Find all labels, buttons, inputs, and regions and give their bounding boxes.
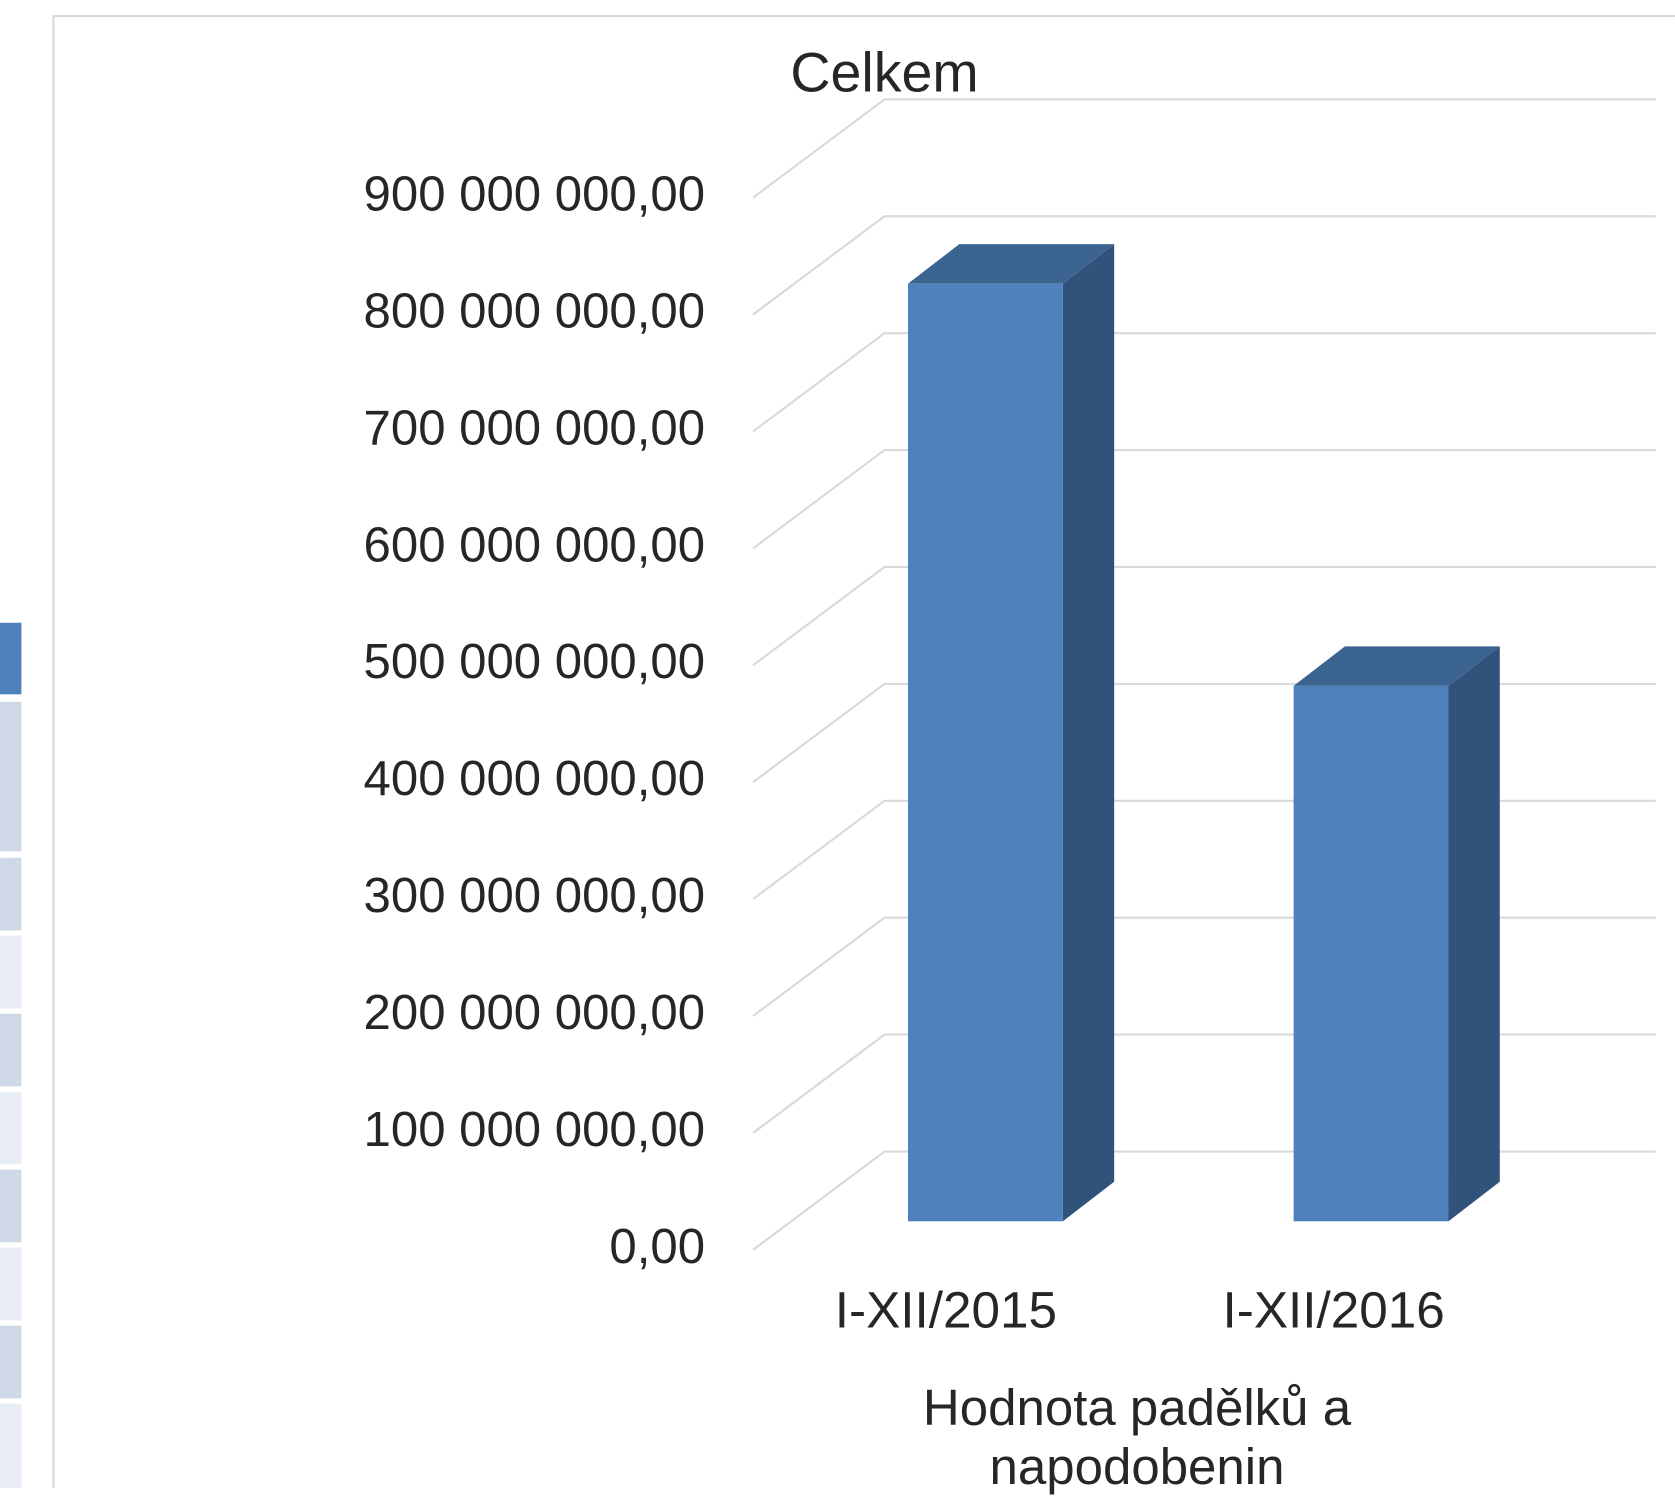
chart-border xyxy=(52,14,1675,1488)
grid-line xyxy=(752,1150,1656,1251)
side-panel xyxy=(0,622,22,1488)
bar-top xyxy=(1293,646,1500,686)
panel-row xyxy=(0,1325,22,1399)
panel-row xyxy=(0,857,22,931)
y-tick-label: 0,00 xyxy=(609,1220,705,1274)
y-tick-label: 600 000 000,00 xyxy=(364,518,705,572)
y-tick-label: 900 000 000,00 xyxy=(364,168,705,222)
x-tick-label: I-XII/2016 xyxy=(1223,1281,1445,1338)
x-tick-label: I-XII/2015 xyxy=(835,1281,1057,1338)
y-tick-label: 100 000 000,00 xyxy=(364,1103,705,1157)
bar-side xyxy=(1448,646,1500,1222)
grid-line xyxy=(752,916,1656,1017)
panel-row xyxy=(0,935,22,1009)
y-tick-label: 300 000 000,00 xyxy=(364,869,705,923)
y-tick-label: 700 000 000,00 xyxy=(364,401,705,455)
y-tick-label: 200 000 000,00 xyxy=(364,986,705,1040)
bar xyxy=(1293,685,1449,1222)
grid-line xyxy=(752,448,1656,550)
panel-row xyxy=(0,1091,22,1165)
chart-title: Celkem xyxy=(790,42,978,104)
grid-line xyxy=(752,98,1656,199)
panel-row xyxy=(0,701,22,852)
panel-row xyxy=(0,1403,22,1488)
grid-line xyxy=(752,1033,1656,1134)
panel-row xyxy=(0,1169,22,1243)
grid-line xyxy=(752,332,1656,433)
y-tick-label: 800 000 000,00 xyxy=(364,285,705,339)
grid-line xyxy=(752,215,1656,316)
panel-row xyxy=(0,1247,22,1321)
grid-line xyxy=(752,682,1656,784)
panel-header xyxy=(0,622,22,695)
y-tick-label: 400 000 000,00 xyxy=(364,752,705,806)
panel-row xyxy=(0,1013,22,1087)
bar xyxy=(908,283,1063,1222)
bar-side xyxy=(1062,244,1115,1222)
grid-line xyxy=(752,799,1656,900)
x-axis-title: Hodnota padělků a napodobenin xyxy=(922,1379,1352,1495)
bar-top xyxy=(908,244,1115,284)
grid-line xyxy=(752,565,1656,667)
y-tick-label: 500 000 000,00 xyxy=(364,635,705,689)
